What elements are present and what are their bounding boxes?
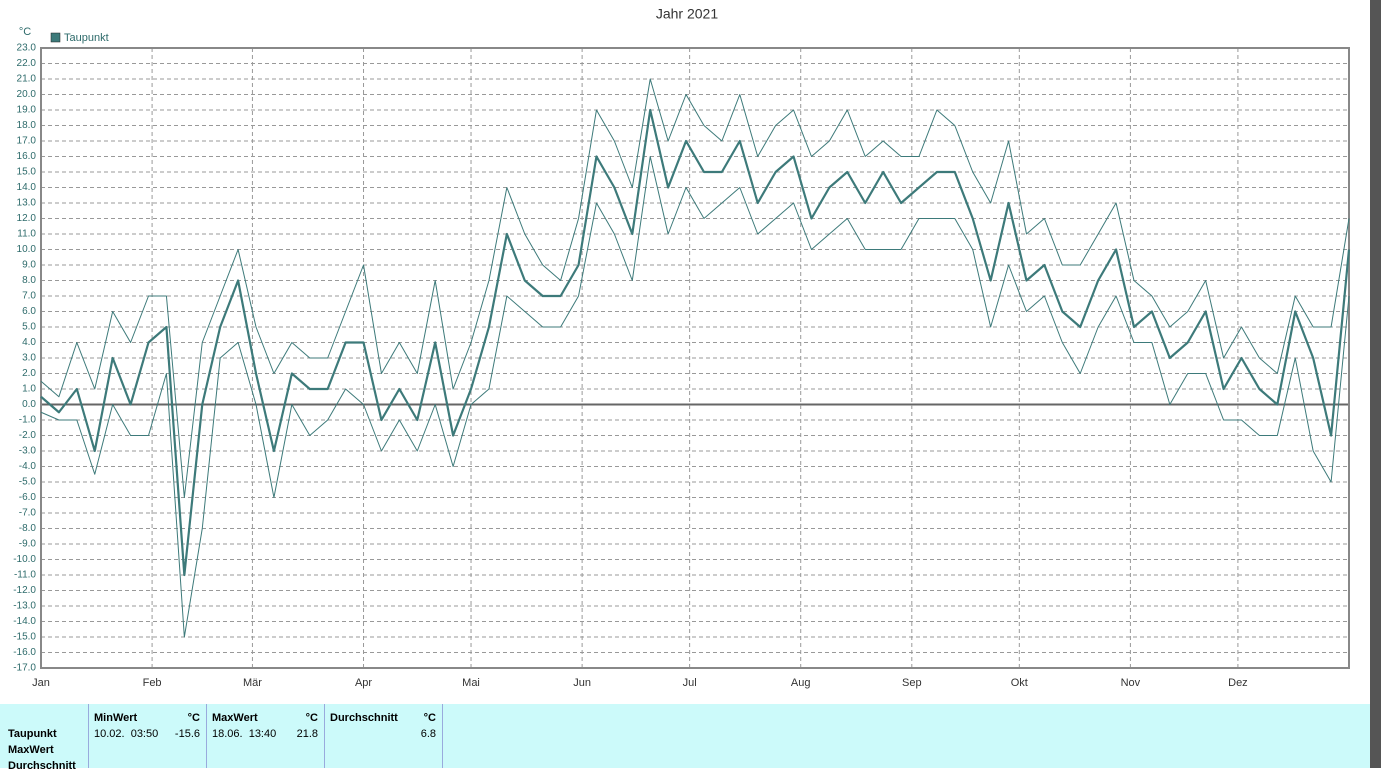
column-unit: °C xyxy=(423,712,436,724)
cell: 10.02. 03:50 xyxy=(94,728,159,740)
y-tick-label: 10.0 xyxy=(17,244,37,255)
column-separator xyxy=(88,704,89,768)
y-tick-label: 23.0 xyxy=(17,43,37,54)
row-label: Taupunkt xyxy=(8,728,57,740)
x-tick-label: Jul xyxy=(683,677,697,689)
y-tick-label: 7.0 xyxy=(22,291,36,302)
y-tick-label: 22.0 xyxy=(17,58,37,69)
row-label: Durchschnitt xyxy=(8,760,76,772)
y-tick-label: -15.0 xyxy=(13,632,36,643)
y-tick-label: -8.0 xyxy=(19,523,37,534)
desktop-edge xyxy=(1370,0,1381,768)
y-tick-label: -10.0 xyxy=(13,554,36,565)
cell: 21.8 xyxy=(296,728,318,740)
y-tick-label: 11.0 xyxy=(17,229,36,240)
column-separator xyxy=(442,704,443,768)
x-tick-label: Okt xyxy=(1011,677,1028,689)
column-unit: °C xyxy=(305,712,318,724)
y-tick-label: 12.0 xyxy=(17,213,37,224)
legend-label: Taupunkt xyxy=(64,32,109,44)
chart: Jahr 2021 °C Taupunkt 23.0 22.0 21.0 20.0 19… xyxy=(13,6,1351,689)
y-tick-label: -6.0 xyxy=(19,492,37,503)
cell: 6.8 xyxy=(420,728,436,740)
y-tick-label: 5.0 xyxy=(22,322,36,333)
y-tick-label: 16.0 xyxy=(17,151,37,162)
x-tick-label: Jan xyxy=(32,677,50,689)
column-separator xyxy=(206,704,207,768)
x-tick-label: Nov xyxy=(1121,677,1141,689)
x-tick-label: Jun xyxy=(573,677,591,689)
y-tick-label: -5.0 xyxy=(19,477,37,488)
y-tick-label: 19.0 xyxy=(17,105,37,116)
y-tick-label: 9.0 xyxy=(22,260,36,271)
y-tick-label: 14.0 xyxy=(17,182,37,193)
y-tick-label: 1.0 xyxy=(22,384,36,395)
y-tick-label: -17.0 xyxy=(13,663,36,674)
row-label: MaxWert xyxy=(8,744,54,756)
column-separator xyxy=(324,704,325,768)
x-tick-label: Mär xyxy=(243,677,262,689)
chart-title: Jahr 2021 xyxy=(656,6,718,22)
y-tick-label: 15.0 xyxy=(17,167,37,178)
column-title: Durchschnitt xyxy=(330,712,398,724)
cell: -15.6 xyxy=(174,728,200,740)
y-tick-label: 20.0 xyxy=(17,89,37,100)
y-tick-label: 4.0 xyxy=(22,337,36,348)
y-tick-label: -9.0 xyxy=(19,539,37,550)
x-tick-label: Sep xyxy=(902,677,922,689)
y-tick-label: 21.0 xyxy=(17,74,37,85)
y-tick-label: -16.0 xyxy=(13,647,36,658)
y-tick-label: 2.0 xyxy=(22,368,36,379)
y-tick-label: -11.0 xyxy=(14,570,36,581)
series-line xyxy=(40,78,1350,498)
cell: 18.06. 13:40 xyxy=(212,728,277,740)
series-line xyxy=(40,156,1350,638)
series-line xyxy=(40,108,1351,577)
x-tick-label: Apr xyxy=(355,677,372,689)
y-tick-label: 3.0 xyxy=(22,353,36,364)
y-tick-label: 8.0 xyxy=(22,275,36,286)
column-title: MaxWert xyxy=(212,712,258,724)
y-tick-label: 17.0 xyxy=(17,136,37,147)
y-tick-label: -14.0 xyxy=(13,616,36,627)
y-tick-label: 6.0 xyxy=(22,306,36,317)
y-tick-label: -2.0 xyxy=(19,430,37,441)
x-tick-label: Feb xyxy=(143,677,162,689)
y-tick-label: -13.0 xyxy=(13,601,36,612)
x-tick-label: Aug xyxy=(791,677,811,689)
x-tick-label: Dez xyxy=(1228,677,1248,689)
y-tick-label: -1.0 xyxy=(19,415,37,426)
y-tick-label: 13.0 xyxy=(17,198,37,209)
y-tick-label: 0.0 xyxy=(22,399,36,410)
x-tick-label: Mai xyxy=(462,677,480,689)
y-tick-label: -7.0 xyxy=(19,508,37,519)
legend-swatch xyxy=(50,32,61,43)
y-tick-label: -12.0 xyxy=(13,585,36,596)
column-title: MinWert xyxy=(94,712,138,724)
y-tick-label: -4.0 xyxy=(19,461,37,472)
y-tick-label: -3.0 xyxy=(19,446,37,457)
y-tick-label: 18.0 xyxy=(17,120,37,131)
stats-panel: Taupunkt MaxWert Durchschnitt MinWert °C 10.0… xyxy=(0,704,1370,772)
column-unit: °C xyxy=(187,712,200,724)
y-unit: °C xyxy=(19,26,31,38)
plot-border xyxy=(40,47,1350,669)
